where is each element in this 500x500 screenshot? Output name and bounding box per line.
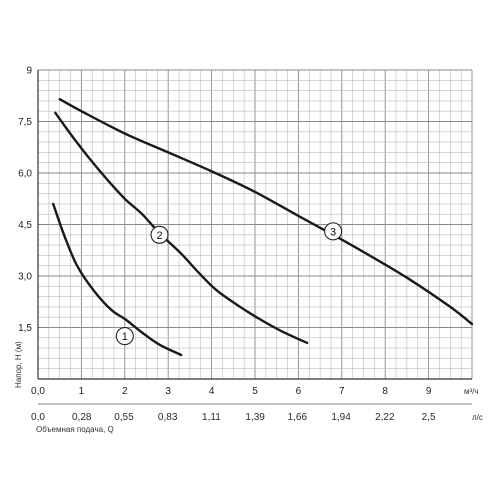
curve-label-circle (324, 222, 343, 241)
x2-axis-unit: л/с (472, 413, 483, 422)
x-tick-label: 2 (122, 386, 128, 397)
x-tick-label: 8 (382, 386, 388, 397)
y-tick-label: 3,0 (18, 272, 32, 283)
x2-tick-label: 0,55 (114, 412, 134, 423)
x-tick-label: 7 (339, 386, 345, 397)
x-tick-label: 4 (209, 386, 215, 397)
pump-curve-1 (52, 202, 183, 357)
y-tick-label: 1,5 (18, 323, 32, 334)
x2-tick-label: 1,11 (202, 412, 221, 423)
x2-tick-label: 2,5 (422, 412, 436, 423)
x2-tick-label: 0,0 (31, 412, 45, 423)
x2-tick-label: 0,83 (158, 412, 178, 423)
curve-label-3: 3 (330, 226, 336, 238)
curve-label-circle (115, 327, 134, 346)
pump-curve-3 (58, 98, 474, 326)
x-axis-ticks: 0,0 1 2 3 4 5 6 7 8 9 (31, 386, 432, 397)
y-tick-label: 7,5 (18, 117, 32, 128)
x2-tick-label: 1,39 (245, 412, 265, 423)
y-tick-label: 6,0 (18, 169, 32, 180)
curve-label-2: 2 (156, 230, 162, 242)
y-tick-label: 4,5 (18, 220, 32, 231)
x-tick-label: 9 (426, 386, 432, 397)
x-tick-label: 3 (165, 386, 171, 397)
x-tick-label: 6 (296, 386, 302, 397)
x-tick-label: 1 (79, 386, 85, 397)
x-axis-unit: м³/ч (464, 387, 479, 396)
chart-curves (52, 98, 474, 357)
x-tick-label: 5 (252, 386, 258, 397)
pump-curve-2 (54, 111, 309, 345)
curve-label-circle (150, 225, 169, 244)
x2-tick-label: 1,94 (331, 412, 351, 423)
curve-labels: 1 2 3 (115, 222, 343, 346)
x2-tick-label: 1,66 (288, 412, 308, 423)
y-axis-label: Напор, H (м) (14, 341, 23, 388)
x2-axis-ticks: 0,0 0,28 0,55 0,83 1,11 1,39 1,66 1,94 2,22 2,5 (31, 412, 436, 423)
x-axis-label: Объемная подача, Q (36, 425, 114, 434)
curve-label-1: 1 (122, 331, 128, 343)
y-axis-ticks: 1,5 3,0 4,5 6,0 7,5 9 (18, 66, 32, 335)
x2-tick-label: 2,22 (375, 412, 395, 423)
x-tick-label: 0,0 (31, 386, 45, 397)
x2-tick-label: 0,28 (72, 412, 92, 423)
chart-axes (37, 70, 472, 405)
chart-grid (37, 69, 473, 380)
y-tick-label: 9 (26, 66, 32, 77)
